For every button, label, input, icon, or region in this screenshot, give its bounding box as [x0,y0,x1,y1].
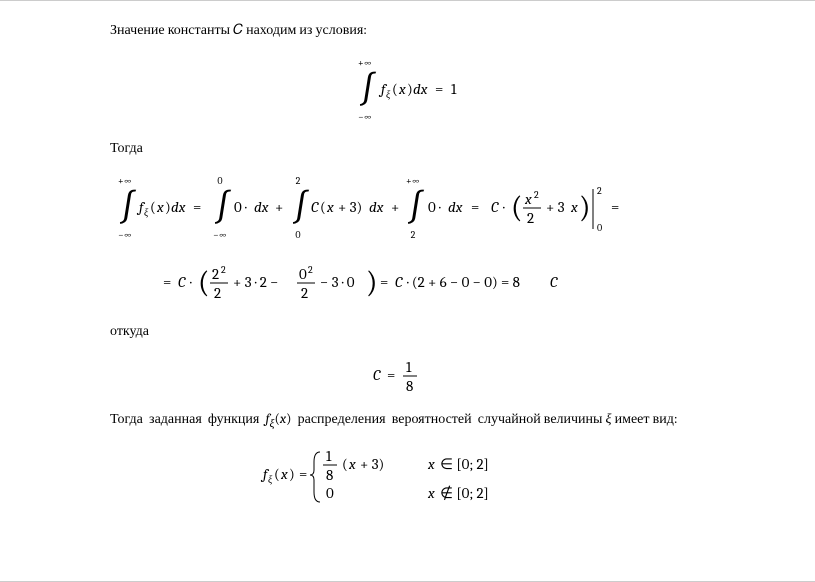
svg-text:=: = [387,366,395,384]
svg-text:+ 3): + 3) [360,455,384,473]
svg-text:): ) [165,198,171,216]
svg-text:·: · [190,273,192,291]
svg-text:=: = [435,80,443,98]
svg-text:2: 2 [295,175,300,187]
svg-text:dx: dx [448,198,463,216]
svg-text:dx: dx [369,198,384,216]
svg-text:∉ [0; 2]: ∉ [0; 2] [440,484,489,502]
svg-text:x: x [280,465,288,483]
svg-text:8: 8 [406,377,413,395]
svg-text:(: ( [150,198,156,216]
svg-text:1: 1 [451,80,457,98]
svg-text:0 ·: 0 · [428,198,441,216]
svg-text:∫: ∫ [407,187,425,227]
svg-text:(: ( [198,265,209,300]
svg-text:2: 2 [527,209,534,227]
equation-3: = C · ( 2 2 2 + 3 · 2 − 0 2 2 − 3 · 0 ) … [110,257,705,307]
svg-text:0: 0 [217,175,222,187]
svg-text:(: ( [392,80,398,98]
svg-text:1: 1 [326,447,332,465]
paragraph-4-text: Тогда заданная функция fξ(x) распределен… [110,410,678,427]
paragraph-3: откуда [110,321,705,341]
svg-text:+: + [391,198,399,216]
svg-text:2: 2 [410,229,415,241]
svg-text:C: C [491,198,499,216]
svg-text:∈ [0; 2]: ∈ [0; 2] [440,455,489,473]
svg-text:=: = [163,273,171,291]
svg-text:·: · [503,198,505,216]
svg-text:0 ·: 0 · [234,198,247,216]
svg-text:(: ( [511,190,522,225]
svg-text:−∞: −∞ [212,229,226,241]
svg-text:2: 2 [301,284,308,302]
svg-text:): ) [366,265,377,300]
svg-text:+∞: +∞ [117,175,131,187]
svg-text:∫: ∫ [214,187,232,227]
svg-text:C: C [178,273,186,291]
paragraph-2: Тогда [110,138,705,158]
svg-text:C: C [311,198,319,216]
svg-text:): ) [579,190,590,225]
svg-text:− 3 · 0: − 3 · 0 [320,273,355,291]
equation-2: +∞ ∫ −∞ f ξ ( x ) dx = 0 ∫ −∞ 0 · dx + 2… [110,171,705,243]
svg-text:0: 0 [295,229,300,241]
svg-text:x: x [156,198,164,216]
svg-text:2: 2 [534,189,539,201]
svg-text:dx: dx [413,80,428,98]
svg-text:C: C [395,273,403,291]
svg-text:dx: dx [254,198,269,216]
svg-text:8: 8 [326,466,333,484]
svg-text:x: x [524,190,532,208]
svg-text:): ) [407,80,413,98]
svg-text:x: x [326,198,334,216]
svg-text:0: 0 [299,265,307,283]
svg-text:+ 3 · 2 −: + 3 · 2 − [233,273,278,291]
svg-text:C: C [373,366,381,384]
svg-text:(: ( [274,465,280,483]
svg-text:x: x [427,455,435,473]
svg-text:dx: dx [171,198,186,216]
svg-text:=: = [380,273,388,291]
svg-text:ξ: ξ [268,474,273,486]
svg-text:∫: ∫ [292,187,310,227]
svg-text:=: = [611,198,619,216]
svg-text:=: = [471,198,479,216]
svg-text:ξ: ξ [144,207,149,219]
svg-text:2: 2 [221,264,226,276]
svg-text:0: 0 [597,222,602,234]
svg-text:1: 1 [406,358,412,376]
svg-text:(: ( [320,198,326,216]
svg-text:−∞: −∞ [357,111,371,123]
svg-text:2: 2 [212,265,219,283]
svg-text:(: ( [342,455,348,473]
equation-1: +∞ ∫ −∞ f ξ ( x ) dx = 1 [110,54,705,124]
svg-text:x: x [398,80,406,98]
paragraph-4: Тогда заданная функция fξ(x) распределен… [110,409,705,432]
svg-text:x: x [427,484,435,502]
equation-5: f ξ ( x ) = 1 8 ( x + 3) 0 x ∈ [0; 2] x … [110,446,705,504]
svg-text:+ 3: + 3 [546,198,565,216]
svg-text:x: x [348,455,356,473]
svg-text:+∞: +∞ [357,57,371,69]
svg-text:∫: ∫ [119,187,137,227]
svg-text:=: = [299,465,307,483]
svg-text:· (2 + 6 − 0 − 0) = 8: · (2 + 6 − 0 − 0) = 8 [407,273,520,291]
svg-text:∫: ∫ [359,69,377,109]
svg-text:2: 2 [308,264,313,276]
paragraph-1: Значение константы 𝐶 находим из условия: [110,20,705,40]
svg-text:+∞: +∞ [405,175,419,187]
svg-text:=: = [193,198,201,216]
svg-text:−∞: −∞ [117,229,131,241]
equation-4: C = 1 8 [110,355,705,395]
svg-text:+ 3): + 3) [338,198,362,216]
svg-text:x: x [570,198,578,216]
svg-text:2: 2 [597,185,602,197]
svg-text:+: + [275,198,283,216]
svg-text:0: 0 [326,484,334,502]
svg-text:ξ: ξ [386,89,391,101]
svg-text:2: 2 [214,284,221,302]
svg-text:C: C [550,273,558,291]
svg-text:): ) [289,465,295,483]
